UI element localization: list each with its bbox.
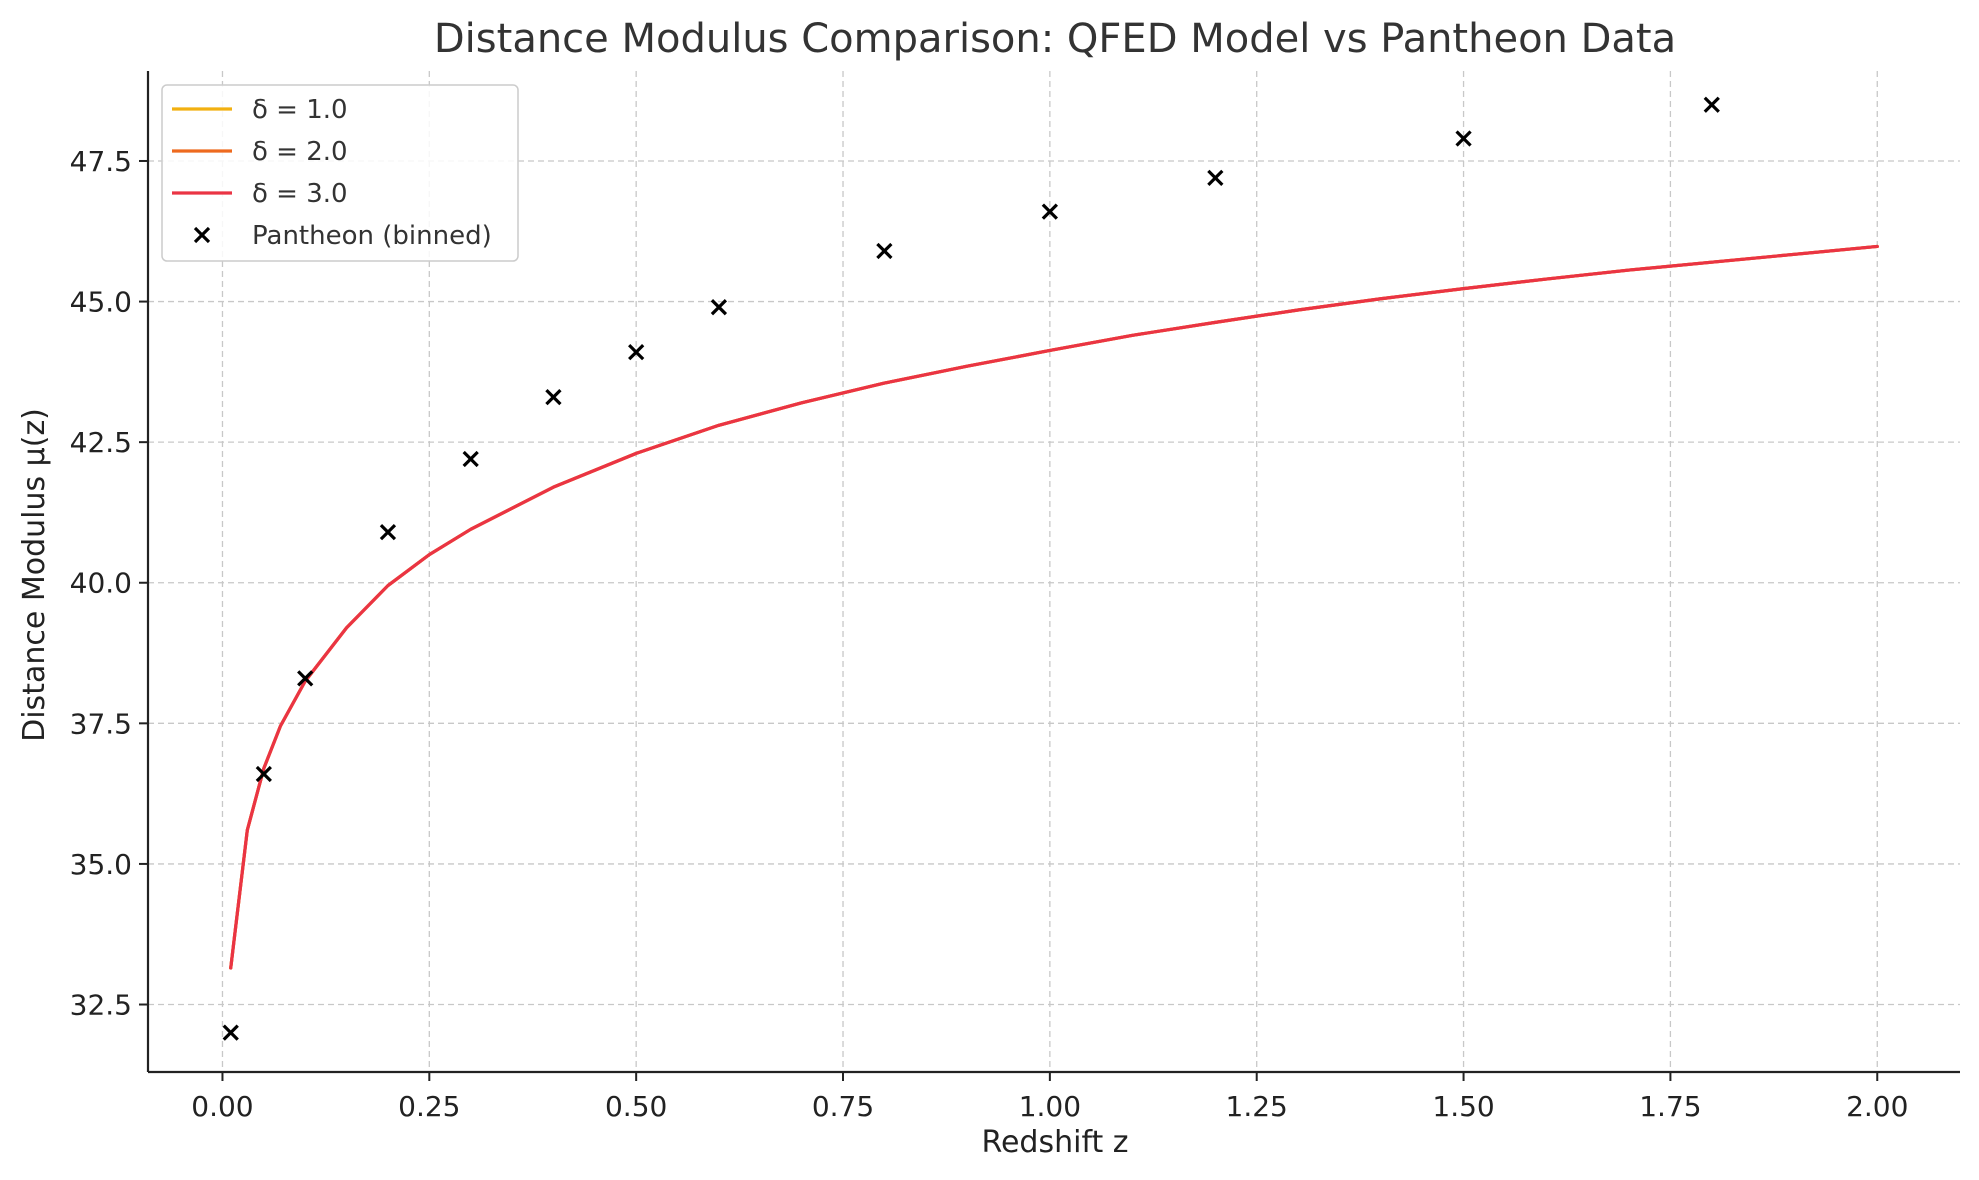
y-tick-label: 32.5 [70,989,132,1022]
chart-title: Distance Modulus Comparison: QFED Model … [434,16,1676,62]
y-tick-label: 42.5 [70,426,132,459]
x-tick-label: 0.25 [398,1090,460,1123]
y-tick-label: 35.0 [70,848,132,881]
x-tick-label: 0.75 [812,1090,874,1123]
x-axis-label: Redshift z [981,1125,1128,1160]
x-tick-label: 1.25 [1226,1090,1288,1123]
pantheon-point [1703,96,1720,113]
pantheon-point [462,450,479,468]
legend-label: δ = 3.0 [252,179,348,209]
pantheon-point [1207,169,1224,186]
plot-area [222,96,1879,1041]
y-tick-label: 45.0 [70,286,132,319]
pantheon-point [545,389,562,406]
x-tick-label: 0.00 [191,1090,253,1123]
series-line-delta-3 [229,244,1879,970]
pantheon-point [255,765,272,783]
y-tick-label: 47.5 [70,145,132,178]
y-tick-label: 37.5 [70,707,132,740]
series-line-delta-1 [229,244,1879,970]
legend-label: δ = 1.0 [252,95,348,125]
pantheon-point [1041,203,1058,220]
legend-marker [193,226,211,244]
pantheon-point [628,344,645,361]
x-tick-label: 1.75 [1639,1090,1701,1123]
pantheon-point [379,524,397,541]
grid [148,71,1960,1072]
pantheon-point [297,670,314,687]
x-tick-label: 1.50 [1432,1090,1494,1123]
pantheon-point [222,1024,239,1041]
pantheon-point [1455,130,1472,147]
y-tick-label: 40.0 [70,567,132,600]
legend-label: δ = 2.0 [252,137,348,167]
series-line-delta-2 [229,244,1879,970]
pantheon-point [876,242,893,260]
x-tick-label: 0.50 [605,1090,667,1123]
axes: 0.00 0.25 0.50 0.75 1.00 1.25 1.50 1.75 2.00 32.5… [70,71,1960,1123]
pantheon-point [710,299,728,316]
x-tick-label: 2.00 [1846,1090,1908,1123]
y-axis-label: Distance Modulus μ(z) [17,408,52,742]
x-tick-label: 1.00 [1019,1090,1081,1123]
legend-label: Pantheon (binned) [252,221,492,251]
legend-box [161,84,519,262]
legend: δ = 1.0 δ = 2.0 δ = 3.0 Pantheon (binned) [161,84,519,262]
